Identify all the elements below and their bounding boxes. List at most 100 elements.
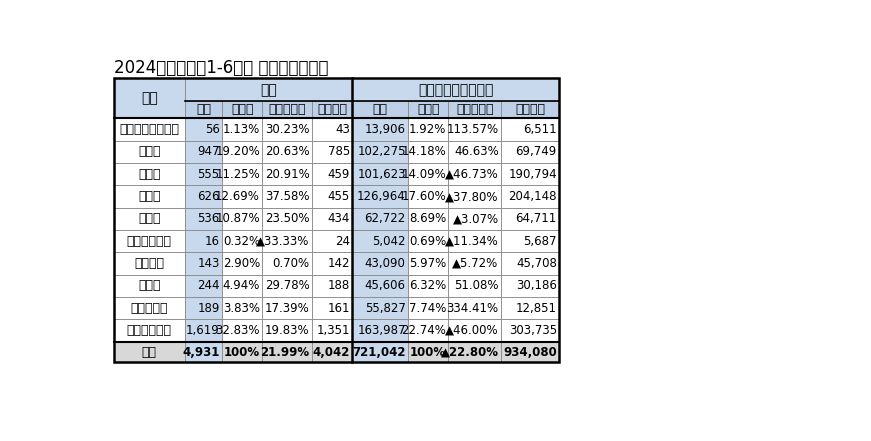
- Bar: [352, 185, 408, 208]
- Bar: [185, 230, 222, 252]
- Text: 20.63%: 20.63%: [265, 146, 309, 158]
- Text: ▲46.73%: ▲46.73%: [445, 168, 499, 181]
- Bar: [312, 118, 352, 141]
- Bar: [408, 297, 449, 319]
- Text: 434: 434: [327, 213, 350, 225]
- Bar: [408, 101, 449, 118]
- Text: 126,964: 126,964: [357, 190, 406, 203]
- Text: 69,749: 69,749: [516, 146, 557, 158]
- Text: 459: 459: [327, 168, 350, 181]
- Bar: [352, 275, 408, 297]
- Bar: [113, 230, 185, 252]
- Text: 前年同期比: 前年同期比: [268, 103, 306, 116]
- Bar: [262, 208, 312, 230]
- Text: 建設業: 建設業: [138, 146, 160, 158]
- Text: 188: 188: [327, 279, 350, 292]
- Text: 189: 189: [198, 302, 219, 315]
- Text: 455: 455: [327, 190, 350, 203]
- Bar: [262, 319, 312, 342]
- Text: 農・林・漁・鉱業: 農・林・漁・鉱業: [119, 123, 179, 136]
- Bar: [113, 78, 185, 118]
- Bar: [449, 252, 501, 275]
- Text: 56: 56: [205, 123, 219, 136]
- Bar: [408, 275, 449, 297]
- Text: 1,351: 1,351: [316, 324, 350, 337]
- Text: 前年同期: 前年同期: [515, 103, 545, 116]
- Text: 64,711: 64,711: [516, 213, 557, 225]
- Bar: [449, 319, 501, 342]
- Bar: [408, 118, 449, 141]
- Bar: [185, 163, 222, 185]
- Bar: [501, 275, 559, 297]
- Bar: [113, 185, 185, 208]
- Bar: [449, 297, 501, 319]
- Bar: [113, 118, 185, 141]
- Text: ▲11.34%: ▲11.34%: [445, 235, 499, 248]
- Text: 102,275: 102,275: [357, 146, 406, 158]
- Text: 不動産業: 不動産業: [134, 257, 164, 270]
- Bar: [312, 163, 352, 185]
- Text: 0.32%: 0.32%: [223, 235, 260, 248]
- Bar: [312, 319, 352, 342]
- Bar: [185, 275, 222, 297]
- Text: ▲5.72%: ▲5.72%: [452, 257, 499, 270]
- Bar: [222, 319, 262, 342]
- Text: 2024年上半期（1-6月） 産業別倒産状況: 2024年上半期（1-6月） 産業別倒産状況: [113, 59, 328, 77]
- Bar: [312, 342, 352, 363]
- Bar: [222, 230, 262, 252]
- Text: 100%: 100%: [224, 346, 260, 359]
- Text: 件数: 件数: [260, 83, 277, 97]
- Text: 5,687: 5,687: [523, 235, 557, 248]
- Text: 21.99%: 21.99%: [260, 346, 309, 359]
- Text: 947: 947: [197, 146, 219, 158]
- Bar: [262, 101, 312, 118]
- Text: ▲3.07%: ▲3.07%: [453, 213, 499, 225]
- Bar: [449, 230, 501, 252]
- Bar: [408, 163, 449, 185]
- Bar: [312, 185, 352, 208]
- Text: 24: 24: [335, 235, 350, 248]
- Bar: [312, 252, 352, 275]
- Text: 22.74%: 22.74%: [402, 324, 446, 337]
- Text: 8.69%: 8.69%: [408, 213, 446, 225]
- Bar: [352, 252, 408, 275]
- Text: 0.70%: 0.70%: [273, 257, 309, 270]
- Bar: [113, 163, 185, 185]
- Bar: [113, 78, 559, 363]
- Bar: [408, 185, 449, 208]
- Text: 17.60%: 17.60%: [402, 190, 446, 203]
- Bar: [352, 319, 408, 342]
- Bar: [501, 185, 559, 208]
- Bar: [312, 141, 352, 163]
- Bar: [185, 252, 222, 275]
- Text: 30,186: 30,186: [516, 279, 557, 292]
- Text: 16: 16: [205, 235, 219, 248]
- Bar: [312, 208, 352, 230]
- Text: 37.58%: 37.58%: [265, 190, 309, 203]
- Bar: [262, 297, 312, 319]
- Bar: [501, 342, 559, 363]
- Bar: [262, 252, 312, 275]
- Bar: [312, 230, 352, 252]
- Bar: [113, 141, 185, 163]
- Bar: [352, 78, 559, 101]
- Bar: [222, 252, 262, 275]
- Text: 142: 142: [327, 257, 350, 270]
- Bar: [222, 275, 262, 297]
- Bar: [352, 163, 408, 185]
- Bar: [185, 118, 222, 141]
- Text: 卸売業: 卸売業: [138, 190, 160, 203]
- Text: 46.63%: 46.63%: [454, 146, 499, 158]
- Bar: [352, 230, 408, 252]
- Text: 244: 244: [197, 279, 219, 292]
- Bar: [185, 342, 222, 363]
- Text: 2.90%: 2.90%: [223, 257, 260, 270]
- Bar: [222, 118, 262, 141]
- Text: 23.50%: 23.50%: [265, 213, 309, 225]
- Text: 721,042: 721,042: [352, 346, 406, 359]
- Text: 190,794: 190,794: [508, 168, 557, 181]
- Bar: [185, 185, 222, 208]
- Bar: [501, 101, 559, 118]
- Text: 小売業: 小売業: [138, 213, 160, 225]
- Bar: [408, 208, 449, 230]
